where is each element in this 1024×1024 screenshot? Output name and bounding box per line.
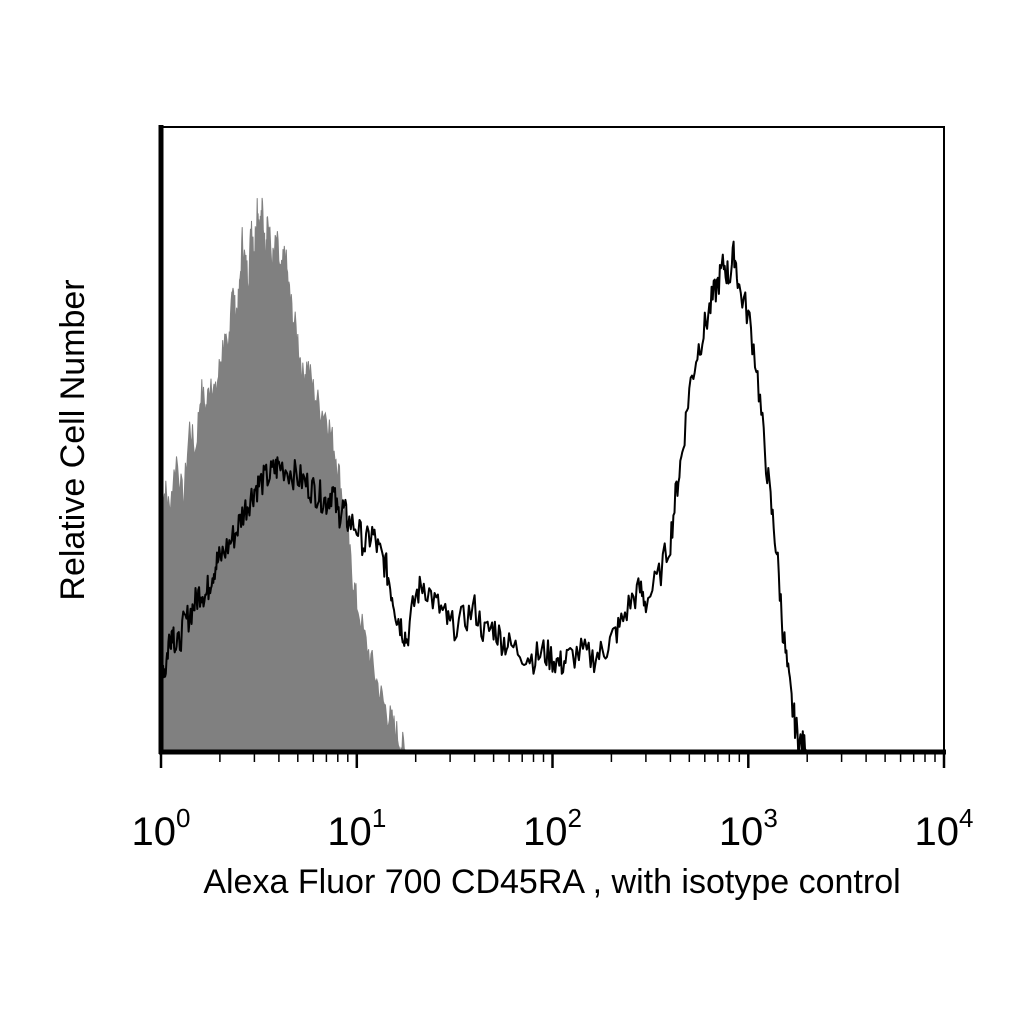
x-tick-label: 104: [915, 803, 974, 854]
x-tick-label: 102: [523, 803, 582, 854]
x-tick-label: 103: [719, 803, 778, 854]
y-axis-title: Relative Cell Number: [54, 279, 92, 600]
x-tick-labels: 100 101 102 103 104: [132, 803, 974, 854]
x-tick-label: 100: [132, 803, 191, 854]
x-ticks: [159, 752, 946, 768]
x-axis-title: Alexa Fluor 700 CD45RA , with isotype co…: [203, 863, 900, 901]
cd45ra-stained-histogram: [160, 240, 808, 753]
series-layer: [160, 197, 808, 753]
x-tick-label: 101: [327, 803, 386, 854]
